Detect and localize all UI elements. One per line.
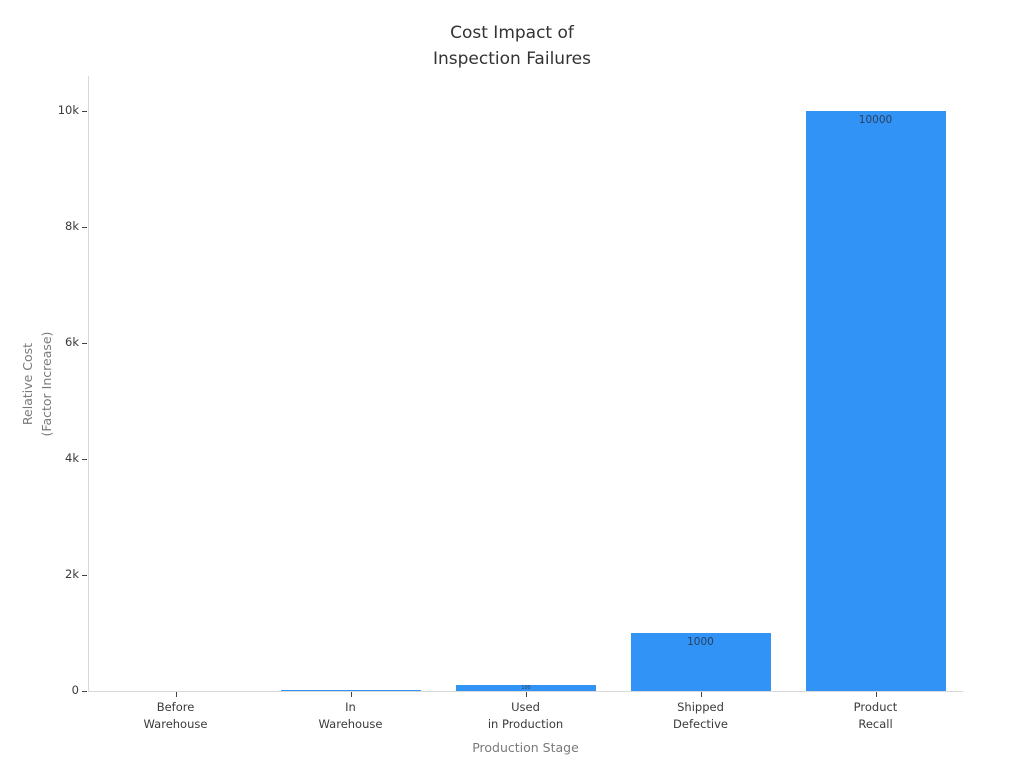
y-tick-mark xyxy=(82,110,87,112)
bar-used-in-production[interactable]: 100 xyxy=(455,685,596,691)
x-axis-line xyxy=(88,691,963,692)
x-tick-label-product-recall: Product Recall xyxy=(853,700,898,731)
y-axis-line xyxy=(88,76,89,691)
bar-shipped-defective[interactable]: 1000 xyxy=(630,632,771,691)
y-tick-mark xyxy=(82,458,87,460)
y-tick-label-10k: 10k xyxy=(57,102,79,117)
bar-value-label: 100 xyxy=(520,685,531,691)
x-axis-title: Production Stage xyxy=(472,740,579,755)
x-tick-mark xyxy=(700,692,702,697)
y-tick-mark xyxy=(82,574,87,576)
y-axis-title: Relative Cost (Factor Increase) xyxy=(20,331,54,437)
y-tick-label-8k: 8k xyxy=(65,218,79,233)
x-tick-label-used-in-production: Used in Production xyxy=(487,700,564,731)
x-tick-mark xyxy=(875,692,877,697)
x-tick-label-before-warehouse: Before Warehouse xyxy=(143,700,208,731)
x-tick-label-shipped-defective: Shipped Defective xyxy=(673,700,728,731)
x-tick-label-in-warehouse: In Warehouse xyxy=(318,700,383,731)
bar-value-label: 1000 xyxy=(687,635,714,648)
y-tick-mark xyxy=(82,342,87,344)
y-tick-label-4k: 4k xyxy=(65,450,79,465)
y-tick-mark xyxy=(82,226,87,228)
plot-area: 100 1000 10000 xyxy=(88,76,963,692)
x-tick-mark xyxy=(525,692,527,697)
bar-value-label: 10000 xyxy=(858,113,893,126)
y-tick-label-0: 0 xyxy=(71,683,79,697)
bar-product-recall[interactable]: 10000 xyxy=(805,110,946,691)
chart-title: Cost Impact of Inspection Failures xyxy=(433,23,591,69)
x-tick-mark xyxy=(350,692,352,697)
x-tick-mark xyxy=(175,692,177,697)
y-tick-label-6k: 6k xyxy=(65,334,79,349)
y-tick-label-2k: 2k xyxy=(65,566,79,581)
y-tick-mark xyxy=(82,691,87,692)
bar-in-warehouse[interactable] xyxy=(280,690,421,691)
